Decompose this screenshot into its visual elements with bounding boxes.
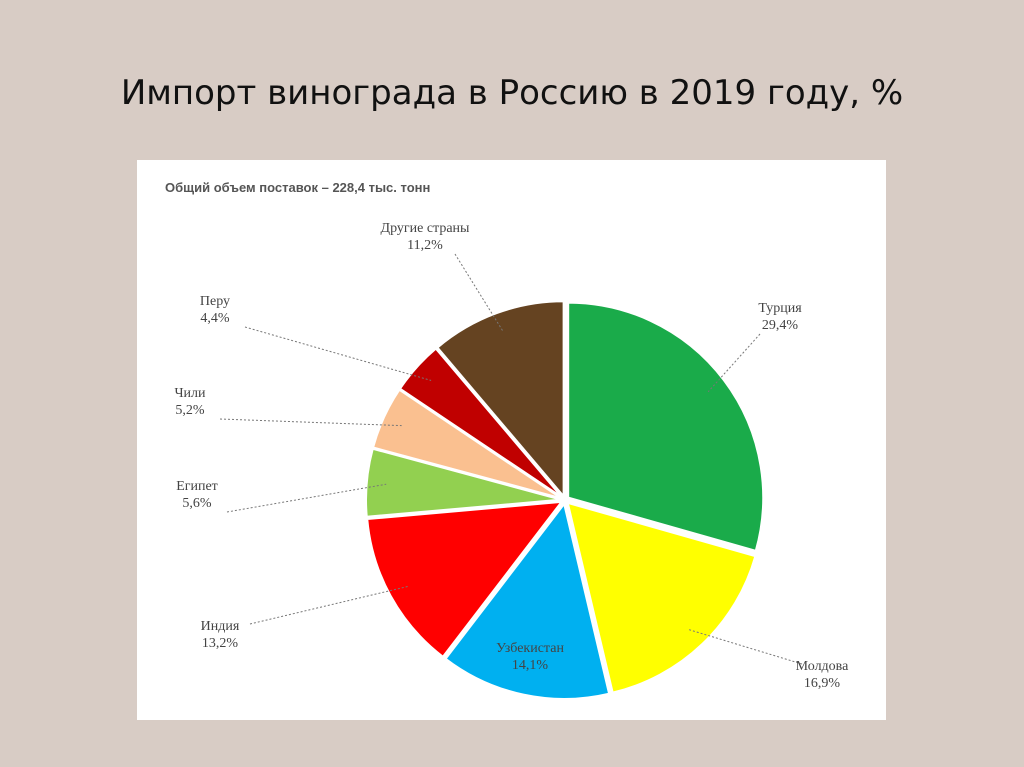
leader-line [244,326,432,381]
slice-value-label: 5,2% [175,403,205,418]
slice-label: Индия [201,619,240,634]
slide-title: Импорт винограда в Россию в 2019 году, % [121,73,903,113]
pie-slice [444,501,611,700]
leader-line [249,585,408,625]
slice-label: Чили [174,386,206,401]
chart-subtitle: Общий объем поставок – 228,4 тыс. тонн [165,180,430,195]
leader-line [226,483,387,513]
slice-label: Другие страны [381,221,471,236]
pie-slice [566,501,757,694]
slice-label: Молдова [796,659,849,674]
slice-value-label: 13,2% [202,636,239,651]
slice-label: Турция [758,301,802,316]
slice-label: Узбекистан [496,641,564,656]
slice-label: Египет [176,479,218,494]
slice-value-label: 16,9% [804,676,841,691]
pie-slice [365,447,562,518]
slice-label: Перу [200,294,230,309]
pie-slice [567,301,765,553]
slice-value-label: 5,6% [182,496,212,511]
slice-value-label: 4,4% [200,311,230,326]
leader-line [707,333,761,393]
pie-slice [436,300,565,499]
leader-line [454,253,504,332]
pie-slice [366,500,564,659]
slice-value-label: 14,1% [512,658,549,673]
pie-slice [398,347,563,499]
slice-value-label: 11,2% [407,238,443,253]
pie-slice [371,388,562,500]
slice-value-label: 29,4% [762,318,799,333]
